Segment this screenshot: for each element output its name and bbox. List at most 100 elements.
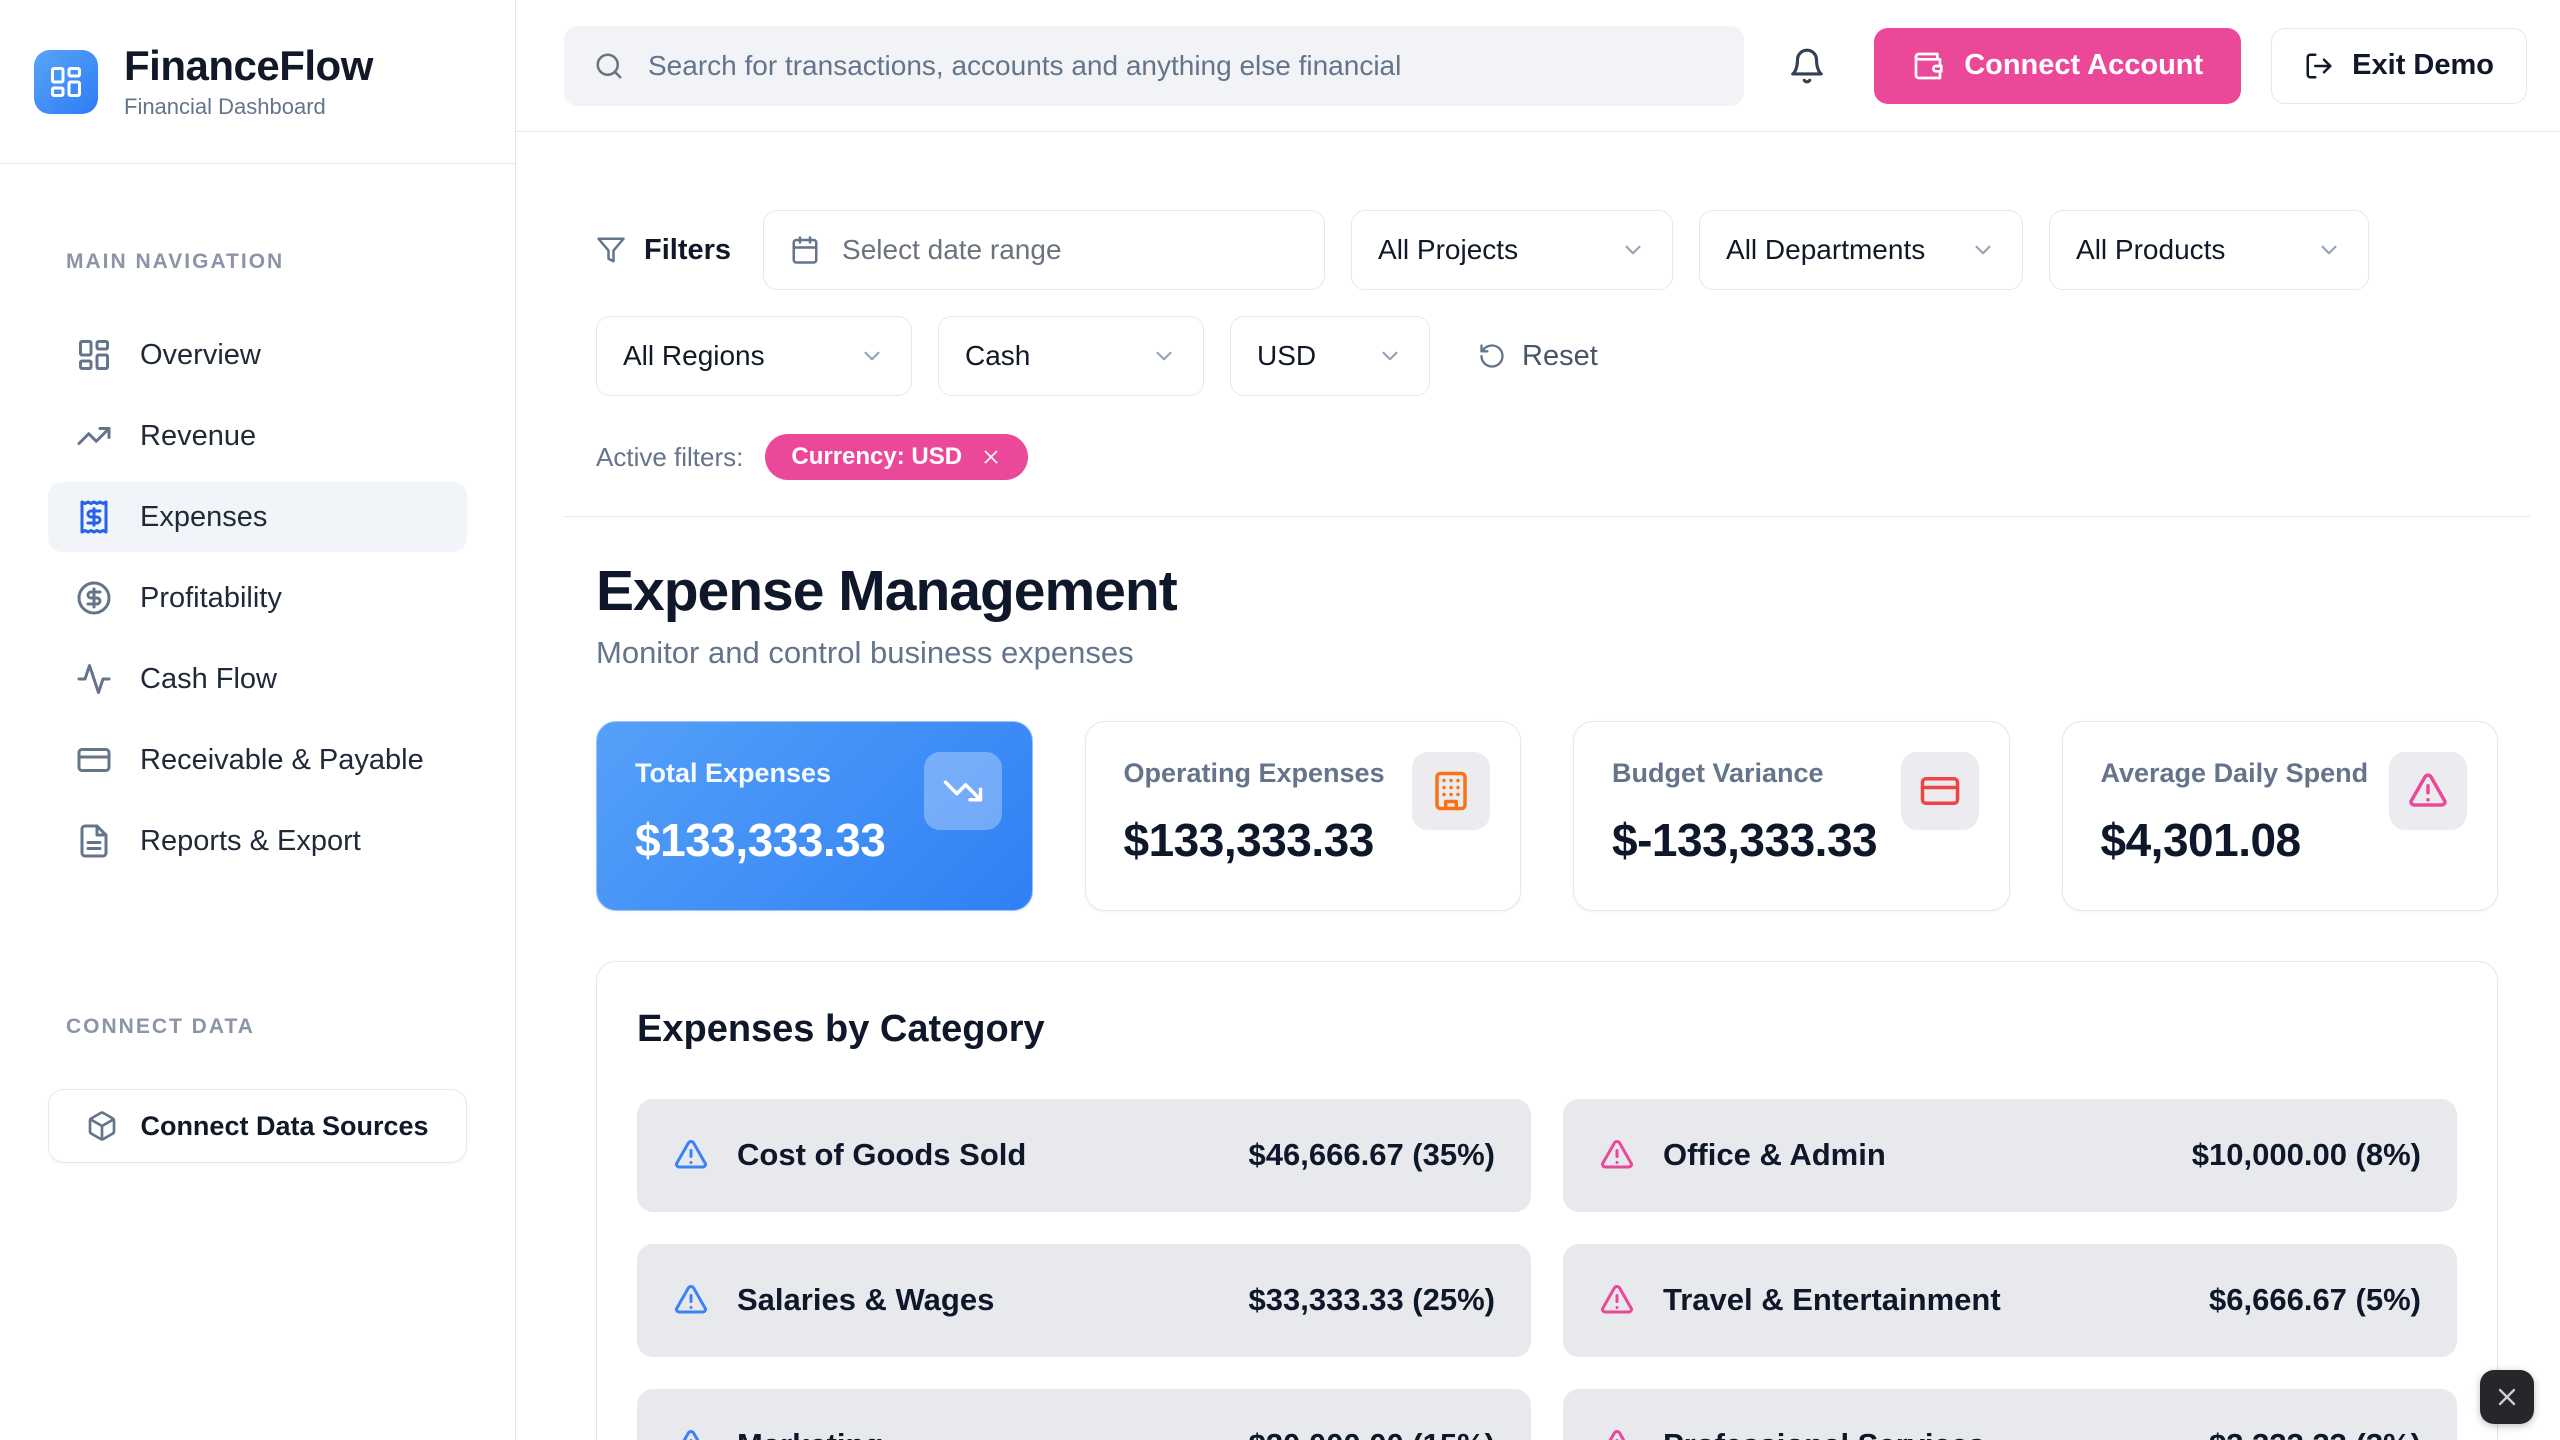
stat-label: Total Expenses — [635, 757, 832, 788]
alert-triangle-icon — [1599, 1282, 1635, 1318]
app-tagline: Financial Dashboard — [124, 94, 326, 120]
expenses-by-category-panel: Expenses by Category Cost of Goods Sold … — [596, 960, 2498, 1440]
close-overlay-button[interactable] — [2480, 1370, 2534, 1424]
sidebar: FinanceFlow Financial Dashboard MAIN NAV… — [0, 0, 516, 1440]
project-filter-select[interactable]: All Projects — [1351, 210, 1674, 290]
sidebar-item-label: Profitability — [140, 581, 282, 614]
date-range-picker[interactable]: Select date range — [763, 210, 1326, 290]
chevron-down-icon — [859, 343, 885, 369]
connect-account-label: Connect Account — [1964, 49, 2204, 81]
bell-icon — [1788, 47, 1826, 85]
sidebar-item-profitability[interactable]: Profitability — [48, 563, 467, 633]
category-list: Cost of Goods Sold $46,666.67 (35%) Offi… — [637, 1098, 2457, 1440]
alert-triangle-icon — [673, 1282, 709, 1318]
receipt-icon — [76, 499, 112, 535]
search-icon — [594, 51, 624, 81]
filters-section: Filters Select date range All Projects A… — [564, 132, 2530, 517]
stat-card-average-daily-spend: Average Daily Spend $4,301.08 — [2061, 720, 2498, 911]
sidebar-body: MAIN NAVIGATION Overview Revenue Expense… — [0, 164, 515, 1440]
credit-card-icon — [76, 742, 112, 778]
credit-card-icon — [1919, 770, 1961, 812]
category-value: $3,333.33 (3%) — [2209, 1427, 2421, 1440]
sidebar-item-label: Overview — [140, 338, 261, 371]
accounting-basis-select[interactable]: Cash — [938, 316, 1204, 396]
stat-value: $133,333.33 — [635, 813, 886, 866]
global-search — [564, 25, 1745, 106]
stat-card-operating-expenses: Operating Expenses $133,333.33 — [1084, 720, 1521, 911]
stat-label: Average Daily Spend — [2100, 757, 2369, 788]
category-value: $6,666.67 (5%) — [2209, 1282, 2421, 1318]
sidebar-item-expenses[interactable]: Expenses — [48, 482, 467, 552]
stat-icon-box — [1900, 751, 1979, 830]
connect-account-button[interactable]: Connect Account — [1874, 27, 2242, 104]
search-input[interactable] — [646, 48, 1715, 83]
category-label: Marketing — [737, 1427, 883, 1440]
exit-demo-button[interactable]: Exit Demo — [2271, 27, 2527, 104]
filter-icon — [596, 235, 626, 265]
stat-value: $4,301.08 — [2100, 813, 2302, 866]
chevron-down-icon — [2316, 237, 2342, 263]
alert-triangle-icon — [1599, 1427, 1635, 1440]
brand-text: FinanceFlow Financial Dashboard — [124, 41, 373, 120]
stat-cards: Total Expenses $133,333.33 Operating Exp… — [596, 720, 2498, 911]
currency-value: USD — [1257, 340, 1317, 371]
sidebar-item-label: Revenue — [140, 419, 257, 452]
sidebar-item-reports-export[interactable]: Reports & Export — [48, 806, 467, 876]
close-icon — [2493, 1383, 2521, 1411]
category-row-salaries-wages: Salaries & Wages $33,333.33 (25%) — [637, 1243, 1531, 1357]
category-label: Travel & Entertainment — [1663, 1282, 2001, 1318]
reset-label: Reset — [1522, 339, 1598, 372]
sidebar-item-cash-flow[interactable]: Cash Flow — [48, 644, 467, 714]
currency-chip-label: Currency: USD — [791, 443, 963, 470]
nav-section-heading: MAIN NAVIGATION — [66, 250, 285, 273]
region-filter-select[interactable]: All Regions — [596, 316, 912, 396]
sidebar-item-receivable-payable[interactable]: Receivable & Payable — [48, 725, 467, 795]
connect-data-sources-button[interactable]: Connect Data Sources — [48, 1089, 467, 1163]
app-title: FinanceFlow — [124, 41, 373, 89]
sidebar-item-label: Cash Flow — [140, 662, 277, 695]
page-title: Expense Management — [596, 559, 1178, 623]
package-icon — [86, 1110, 118, 1142]
currency-select[interactable]: USD — [1230, 316, 1430, 396]
department-filter-value: All Departments — [1726, 234, 1926, 265]
building-icon — [1430, 770, 1472, 812]
notifications-button[interactable] — [1782, 42, 1830, 90]
reset-filters-button[interactable]: Reset — [1472, 339, 1604, 374]
page-subtitle: Monitor and control business expenses — [596, 634, 1134, 670]
category-label: Salaries & Wages — [737, 1282, 995, 1318]
alert-triangle-icon — [673, 1427, 709, 1440]
currency-filter-chip[interactable]: Currency: USD — [765, 434, 1029, 480]
department-filter-select[interactable]: All Departments — [1699, 210, 2024, 290]
filters-row-2: All Regions Cash USD Reset — [564, 316, 2530, 396]
file-text-icon — [76, 823, 112, 859]
chevron-down-icon — [1151, 343, 1177, 369]
category-label: Cost of Goods Sold — [737, 1137, 1027, 1173]
wallet-icon — [1912, 50, 1944, 82]
sidebar-item-overview[interactable]: Overview — [48, 320, 467, 390]
stat-label: Operating Expenses — [1123, 757, 1385, 788]
alert-triangle-icon — [2407, 770, 2449, 812]
category-value: $33,333.33 (25%) — [1248, 1282, 1495, 1318]
sidebar-item-label: Receivable & Payable — [140, 743, 424, 776]
category-value: $20,000.00 (15%) — [1249, 1427, 1495, 1440]
product-filter-select[interactable]: All Products — [2049, 210, 2370, 290]
page-header: Expense Management Monitor and control b… — [596, 559, 2498, 671]
filters-label: Filters — [644, 233, 732, 266]
sidebar-item-revenue[interactable]: Revenue — [48, 401, 467, 471]
trending-up-icon — [76, 418, 112, 454]
stat-card-total-expenses: Total Expenses $133,333.33 — [596, 720, 1033, 911]
app-logo-icon — [34, 49, 98, 114]
trending-down-icon — [942, 770, 984, 812]
region-filter-value: All Regions — [623, 340, 765, 371]
main-navigation: Overview Revenue Expenses Profitability … — [48, 320, 467, 887]
dashboard-icon — [76, 337, 112, 373]
stat-value: $-133,333.33 — [1612, 813, 1878, 866]
calendar-icon — [790, 235, 820, 265]
sidebar-item-label: Expenses — [140, 500, 268, 533]
remove-filter-icon[interactable] — [980, 446, 1002, 468]
exit-demo-label: Exit Demo — [2352, 49, 2494, 81]
connect-data-heading: CONNECT DATA — [66, 1015, 255, 1038]
chevron-down-icon — [1970, 237, 1996, 263]
main-area: Connect Account Exit Demo Filters Select… — [516, 0, 2560, 1440]
